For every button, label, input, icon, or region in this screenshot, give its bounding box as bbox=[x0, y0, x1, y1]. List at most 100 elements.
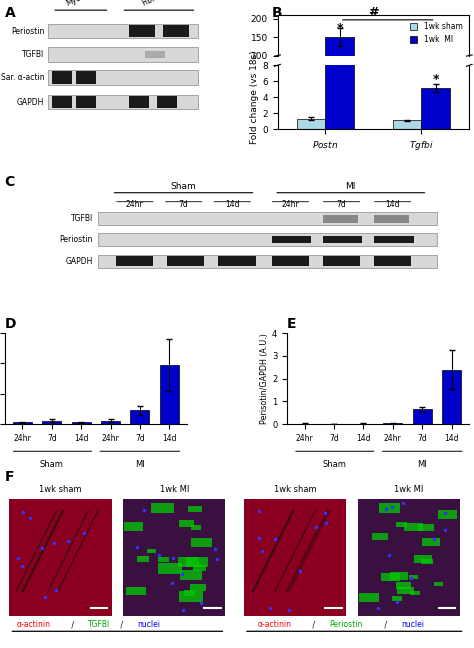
Bar bbox=[272, 241, 311, 242]
Bar bbox=[323, 237, 363, 238]
Text: /: / bbox=[118, 620, 126, 629]
Bar bbox=[178, 557, 200, 567]
Bar bbox=[98, 213, 437, 226]
Bar bbox=[163, 25, 189, 37]
Bar bbox=[374, 214, 409, 223]
Bar bbox=[188, 505, 201, 512]
Bar bbox=[129, 96, 149, 108]
Bar bbox=[48, 23, 199, 38]
Bar bbox=[179, 520, 194, 527]
Y-axis label: Fold change (vs 18s): Fold change (vs 18s) bbox=[250, 51, 259, 144]
Bar bbox=[191, 525, 201, 529]
Bar bbox=[123, 499, 226, 616]
Bar bbox=[392, 121, 421, 129]
Bar bbox=[157, 96, 177, 108]
Bar bbox=[297, 119, 326, 129]
Bar bbox=[130, 410, 149, 424]
Bar bbox=[422, 538, 440, 546]
Bar bbox=[434, 581, 443, 586]
Bar bbox=[244, 499, 346, 616]
Text: 1wk MI: 1wk MI bbox=[160, 485, 189, 494]
Bar bbox=[390, 572, 408, 581]
Text: /: / bbox=[382, 620, 389, 629]
Bar bbox=[137, 556, 149, 562]
Bar bbox=[374, 237, 413, 238]
Text: 24hr: 24hr bbox=[126, 200, 144, 209]
Bar bbox=[272, 238, 311, 239]
Text: Myocyte: Myocyte bbox=[64, 0, 97, 8]
Bar bbox=[190, 584, 206, 591]
Text: Fibroblast: Fibroblast bbox=[140, 0, 178, 8]
Bar bbox=[101, 421, 120, 424]
Text: 1wk sham: 1wk sham bbox=[274, 485, 316, 494]
Bar bbox=[193, 565, 206, 571]
Bar bbox=[396, 582, 411, 588]
Text: GAPDH: GAPDH bbox=[17, 98, 44, 107]
Bar bbox=[420, 559, 433, 564]
Bar bbox=[442, 369, 461, 424]
Text: C: C bbox=[5, 174, 15, 189]
Bar bbox=[326, 0, 354, 129]
Bar bbox=[158, 557, 169, 562]
Bar bbox=[404, 523, 423, 531]
Bar bbox=[381, 573, 400, 581]
Text: TGFBI: TGFBI bbox=[22, 50, 44, 59]
Bar bbox=[98, 255, 437, 268]
Text: 7d: 7d bbox=[179, 200, 189, 209]
Text: nuclei: nuclei bbox=[401, 620, 424, 629]
Bar bbox=[323, 240, 363, 241]
Bar bbox=[76, 71, 96, 84]
Bar bbox=[272, 237, 311, 238]
Bar bbox=[52, 71, 72, 84]
Bar bbox=[52, 96, 72, 108]
Bar bbox=[219, 257, 255, 266]
Bar bbox=[438, 510, 457, 518]
Bar bbox=[418, 524, 434, 531]
Bar bbox=[374, 240, 413, 241]
Bar bbox=[48, 95, 199, 110]
Text: 24hr: 24hr bbox=[282, 200, 299, 209]
Bar bbox=[323, 257, 360, 266]
Text: 1wk sham: 1wk sham bbox=[39, 485, 82, 494]
Text: /: / bbox=[69, 620, 76, 629]
Bar bbox=[145, 51, 165, 58]
Bar bbox=[421, 87, 450, 129]
Text: Periostin: Periostin bbox=[11, 27, 44, 36]
Bar bbox=[374, 257, 411, 266]
Bar bbox=[127, 586, 146, 596]
Bar bbox=[414, 555, 432, 563]
Bar bbox=[413, 410, 432, 424]
Text: Periostin: Periostin bbox=[60, 235, 93, 244]
Bar bbox=[272, 240, 311, 241]
Text: #: # bbox=[368, 6, 379, 19]
Text: 14d: 14d bbox=[385, 200, 400, 209]
Text: nuclei: nuclei bbox=[137, 620, 160, 629]
Legend: 1wk sham, 1wk  MI: 1wk sham, 1wk MI bbox=[407, 19, 465, 47]
Bar bbox=[147, 549, 156, 553]
Text: *: * bbox=[337, 22, 343, 35]
Bar bbox=[167, 257, 204, 266]
Text: D: D bbox=[5, 317, 16, 330]
Bar bbox=[186, 557, 209, 567]
Bar bbox=[358, 499, 460, 616]
Bar bbox=[323, 214, 358, 223]
Text: *: * bbox=[432, 73, 439, 86]
Text: F: F bbox=[5, 470, 14, 483]
Bar bbox=[9, 499, 111, 616]
Bar bbox=[374, 241, 413, 242]
Y-axis label: Perisotin/GAPDH (A.U.): Perisotin/GAPDH (A.U.) bbox=[260, 333, 269, 424]
Bar bbox=[72, 422, 91, 424]
Bar bbox=[383, 423, 402, 424]
Bar bbox=[323, 238, 363, 239]
Text: 14d: 14d bbox=[225, 200, 239, 209]
Text: E: E bbox=[287, 317, 297, 330]
Bar bbox=[48, 70, 199, 85]
Bar bbox=[158, 564, 182, 574]
Bar bbox=[410, 591, 420, 596]
Bar bbox=[129, 25, 155, 37]
Bar bbox=[98, 233, 437, 246]
Bar bbox=[160, 365, 179, 424]
Bar bbox=[374, 238, 413, 239]
Text: MI: MI bbox=[346, 182, 356, 191]
Bar bbox=[179, 592, 203, 603]
